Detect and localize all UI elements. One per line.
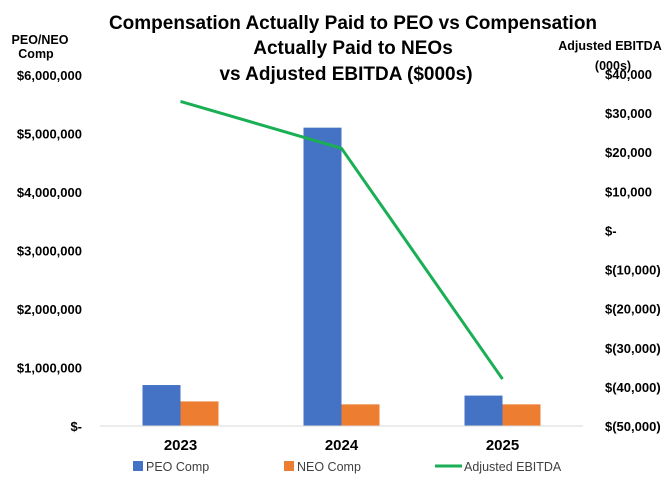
left-axis-title-line-1: PEO/NEO (12, 33, 69, 47)
left-tick-label: $- (70, 419, 82, 434)
bar-series-group (142, 127, 541, 427)
left-tick-label: $2,000,000 (17, 302, 82, 317)
bar-peo-comp-2025 (464, 395, 503, 426)
legend-swatch-neo (284, 461, 294, 471)
line-series-group (180, 99, 504, 380)
bar-peo-comp-2023 (142, 385, 181, 426)
category-labels: 2023 2024 2025 (164, 437, 519, 454)
legend-label-neo: NEO Comp (297, 460, 361, 474)
left-axis-title-line-2: Comp (18, 47, 54, 61)
category-label-2024: 2024 (325, 437, 359, 454)
chart-title-line-2: Actually Paid to NEOs (253, 38, 453, 59)
right-axis-ticks: $(50,000) $(40,000) $(30,000) $(20,000) $(10… (605, 67, 661, 434)
left-tick-label: $1,000,000 (17, 361, 82, 376)
category-label-2023: 2023 (164, 437, 197, 454)
bar-neo-comp-2025 (502, 404, 541, 426)
right-tick-label: $(40,000) (605, 380, 661, 395)
chart-title-line-1: Compensation Actually Paid to PEO vs Com… (109, 13, 597, 34)
right-tick-label: $(10,000) (605, 263, 661, 278)
left-tick-label: $6,000,000 (17, 68, 82, 83)
line-adjusted-ebitda (180, 99, 504, 380)
left-tick-label: $4,000,000 (17, 185, 82, 200)
right-tick-label: $(30,000) (605, 341, 661, 356)
left-tick-label: $5,000,000 (17, 127, 82, 142)
right-tick-label: $10,000 (605, 184, 652, 199)
right-tick-label: $(50,000) (605, 419, 661, 434)
category-label-2025: 2025 (486, 437, 519, 454)
right-axis-title-line-1: Adjusted EBITDA (558, 39, 661, 53)
legend-swatch-peo (133, 461, 143, 471)
right-tick-label: $40,000 (605, 67, 652, 82)
legend-label-peo: PEO Comp (146, 460, 209, 474)
right-tick-label: $(20,000) (605, 302, 661, 317)
right-tick-label: $20,000 (605, 145, 652, 160)
right-tick-label: $- (605, 223, 617, 238)
chart-title-line-3: vs Adjusted EBITDA ($000s) (219, 64, 472, 85)
legend: PEO Comp NEO Comp Adjusted EBITDA (133, 460, 562, 474)
bar-peo-comp-2024 (303, 127, 342, 427)
right-tick-label: $30,000 (605, 106, 652, 121)
left-axis-ticks: $- $1,000,000 $2,000,000 $3,000,000 $4,000,0… (17, 68, 82, 434)
left-tick-label: $3,000,000 (17, 244, 82, 259)
right-axis-title-line-2: (000s) (595, 59, 631, 73)
bar-neo-comp-2024 (341, 404, 380, 426)
legend-label-ebitda: Adjusted EBITDA (464, 460, 562, 474)
bar-neo-comp-2023 (180, 401, 219, 426)
